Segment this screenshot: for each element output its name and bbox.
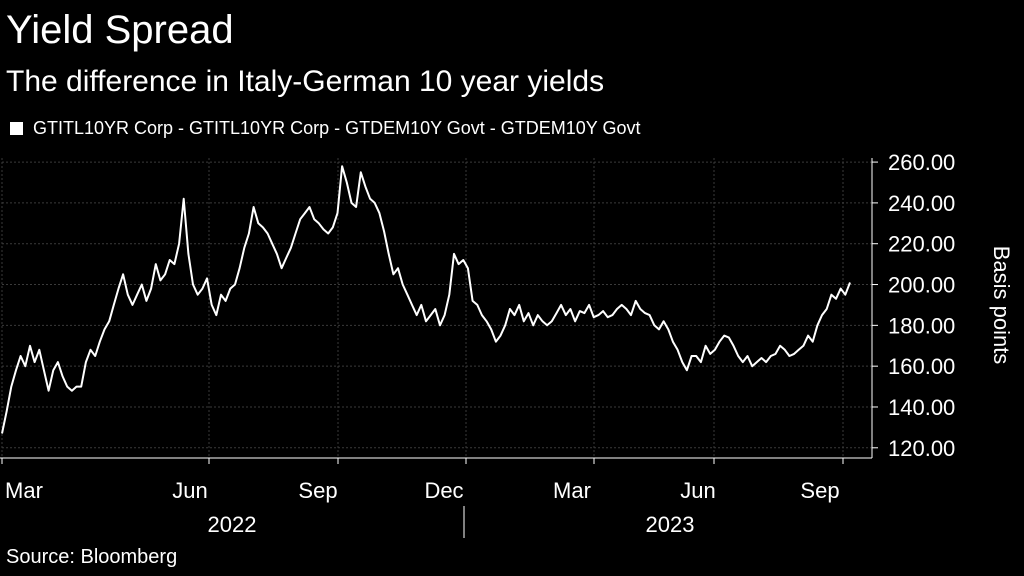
chart-title: Yield Spread: [6, 8, 234, 52]
x-tick-label: Sep: [298, 478, 337, 503]
source-note: Source: Bloomberg: [6, 546, 178, 568]
y-tick-label: 240.00: [888, 191, 955, 216]
y-axis-label: Basis points: [989, 246, 1014, 365]
axes: [0, 158, 878, 538]
x-tick-label: Jun: [680, 478, 715, 503]
y-tick-label: 200.00: [888, 273, 955, 298]
tick-labels: 120.00 140.00 160.00 180.00 200.00 220.00 240.…: [5, 150, 955, 537]
legend: GTITL10YR Corp - GTITL10YR Corp - GTDEM1…: [10, 116, 641, 140]
series-line: [1, 165, 851, 434]
y-tick-label: 140.00: [888, 395, 955, 420]
x-tick-label: Jun: [172, 478, 207, 503]
series-group: [1, 165, 851, 434]
y-tick-label: 260.00: [888, 150, 955, 175]
x-tick-label: Dec: [424, 478, 463, 503]
y-tick-label: 160.00: [888, 354, 955, 379]
x-tick-label: Mar: [5, 478, 43, 503]
y-tick-label: 120.00: [888, 436, 955, 461]
x-year-label: 2023: [646, 512, 695, 537]
y-tick-label: 220.00: [888, 232, 955, 257]
x-tick-label: Mar: [553, 478, 591, 503]
x-year-label: 2022: [208, 512, 257, 537]
grid-lines: [1, 158, 872, 458]
legend-swatch: [10, 121, 23, 135]
chart-subtitle: The difference in Italy-German 10 year y…: [6, 65, 605, 98]
x-tick-label: Sep: [800, 478, 839, 503]
y-tick-label: 180.00: [888, 313, 955, 338]
legend-label: GTITL10YR Corp - GTITL10YR Corp - GTDEM1…: [33, 118, 641, 138]
